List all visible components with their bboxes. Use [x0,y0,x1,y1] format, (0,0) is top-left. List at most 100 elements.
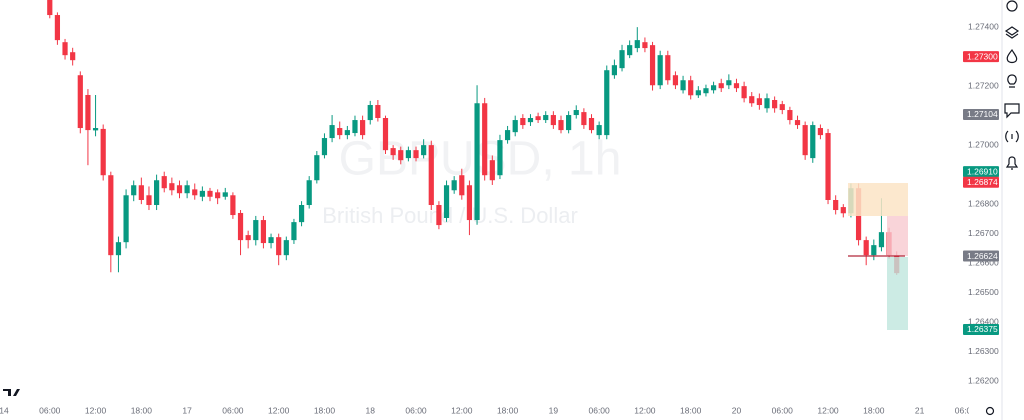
candle-body [566,115,572,131]
y-tick-label: 1.26500 [968,287,999,297]
settings-icon[interactable] [985,406,995,416]
candle-body [421,145,427,156]
candle-body [321,138,328,156]
candle-body [611,65,617,76]
x-tick-label: 18:00 [497,405,519,415]
streams-icon[interactable] [1005,130,1019,143]
x-tick-label: 12:00 [268,405,290,415]
candle-body [863,240,869,256]
price-label-box [963,108,999,120]
y-tick-label: 1.26300 [968,346,999,356]
right-toolbar[interactable] [1004,0,1020,170]
candle-body [108,175,114,256]
y-tick-label: 1.26200 [968,375,999,385]
x-tick-label: 19 [549,405,559,415]
candle-body [817,128,824,136]
watermark-description: British Pound / U.S. Dollar [322,203,578,228]
x-tick-label: 18 [366,405,376,415]
candle-body [588,117,595,131]
candle-body [192,189,198,196]
candle-body [482,103,488,176]
x-tick-label: 12:00 [451,405,473,415]
candle-body [268,237,274,244]
price-label-box [963,51,999,63]
candle-body [764,98,770,109]
candle-body [497,140,503,176]
candle-body [680,80,686,91]
candle-body [543,115,549,121]
candle-body [665,55,671,81]
candle-body [535,116,541,121]
candle-body [520,117,526,126]
candle-body [245,235,251,241]
candle-body [161,176,167,189]
candle-body [466,185,473,221]
candle-body [443,185,450,218]
candle-body [604,70,610,136]
candle-body [360,120,366,136]
candle-body [276,237,282,256]
layers-icon[interactable] [1004,26,1020,39]
candle-body [77,75,83,129]
price-label: 1.26375 [967,324,998,334]
x-tick-label: 18:00 [131,405,153,415]
candle-body [558,120,564,131]
candle-body [436,205,442,226]
candle-body [688,80,694,96]
x-tick-label: 12:00 [817,405,839,415]
price-label: 1.26624 [967,251,998,261]
x-tick-label: 06:00 [405,405,427,415]
candle-body [260,220,267,244]
candle-body [657,55,663,86]
candle-body [878,232,885,248]
price-label-box [963,176,999,188]
candle-body [291,222,297,241]
candle-body [573,110,579,116]
y-tick-label: 1.26800 [968,198,999,208]
x-tick-label: 14 [0,405,9,415]
y-tick-label: 1.27200 [968,80,999,90]
tradingview-logo[interactable] [3,389,20,396]
candle-body [489,160,495,181]
candle-body [115,242,122,256]
chat-icon[interactable] [1004,103,1020,119]
candle-body [833,200,839,211]
x-tick-label: 18:00 [314,405,336,415]
candle-body [306,180,312,206]
candle-body [672,75,679,86]
x-tick-label: 06:00 [955,405,977,415]
x-tick-label: 18:00 [863,405,885,415]
hotlist-icon[interactable] [1006,48,1018,64]
candle-body [703,88,709,94]
candle-body [649,45,656,86]
candle-body [398,150,404,161]
candle-body [314,155,320,181]
ideas-icon[interactable] [1007,74,1017,88]
candle-body [131,185,137,196]
target-zone [887,257,908,330]
x-tick-label: 18:00 [680,405,702,415]
candle-body [92,128,99,131]
candle-body [138,185,144,200]
candle-body [85,94,91,131]
candle-body [337,128,343,136]
clock-icon[interactable] [1006,0,1018,12]
candle-body [413,150,419,159]
x-tick-label: 06:00 [772,405,794,415]
candle-body [70,52,76,61]
candle-body [405,150,411,159]
alerts-icon[interactable] [1005,156,1019,170]
candle-body [596,125,602,136]
candle-body [237,212,244,241]
candle-body [527,117,534,123]
candle-body [794,120,801,126]
candle-body [222,192,228,197]
price-label-box [963,250,999,262]
price-label: 1.26910 [967,166,998,176]
candle-body [352,120,358,134]
candle-body [810,125,816,159]
x-tick-label: 12:00 [634,405,656,415]
candle-body [62,42,68,56]
candle-body [54,15,61,41]
